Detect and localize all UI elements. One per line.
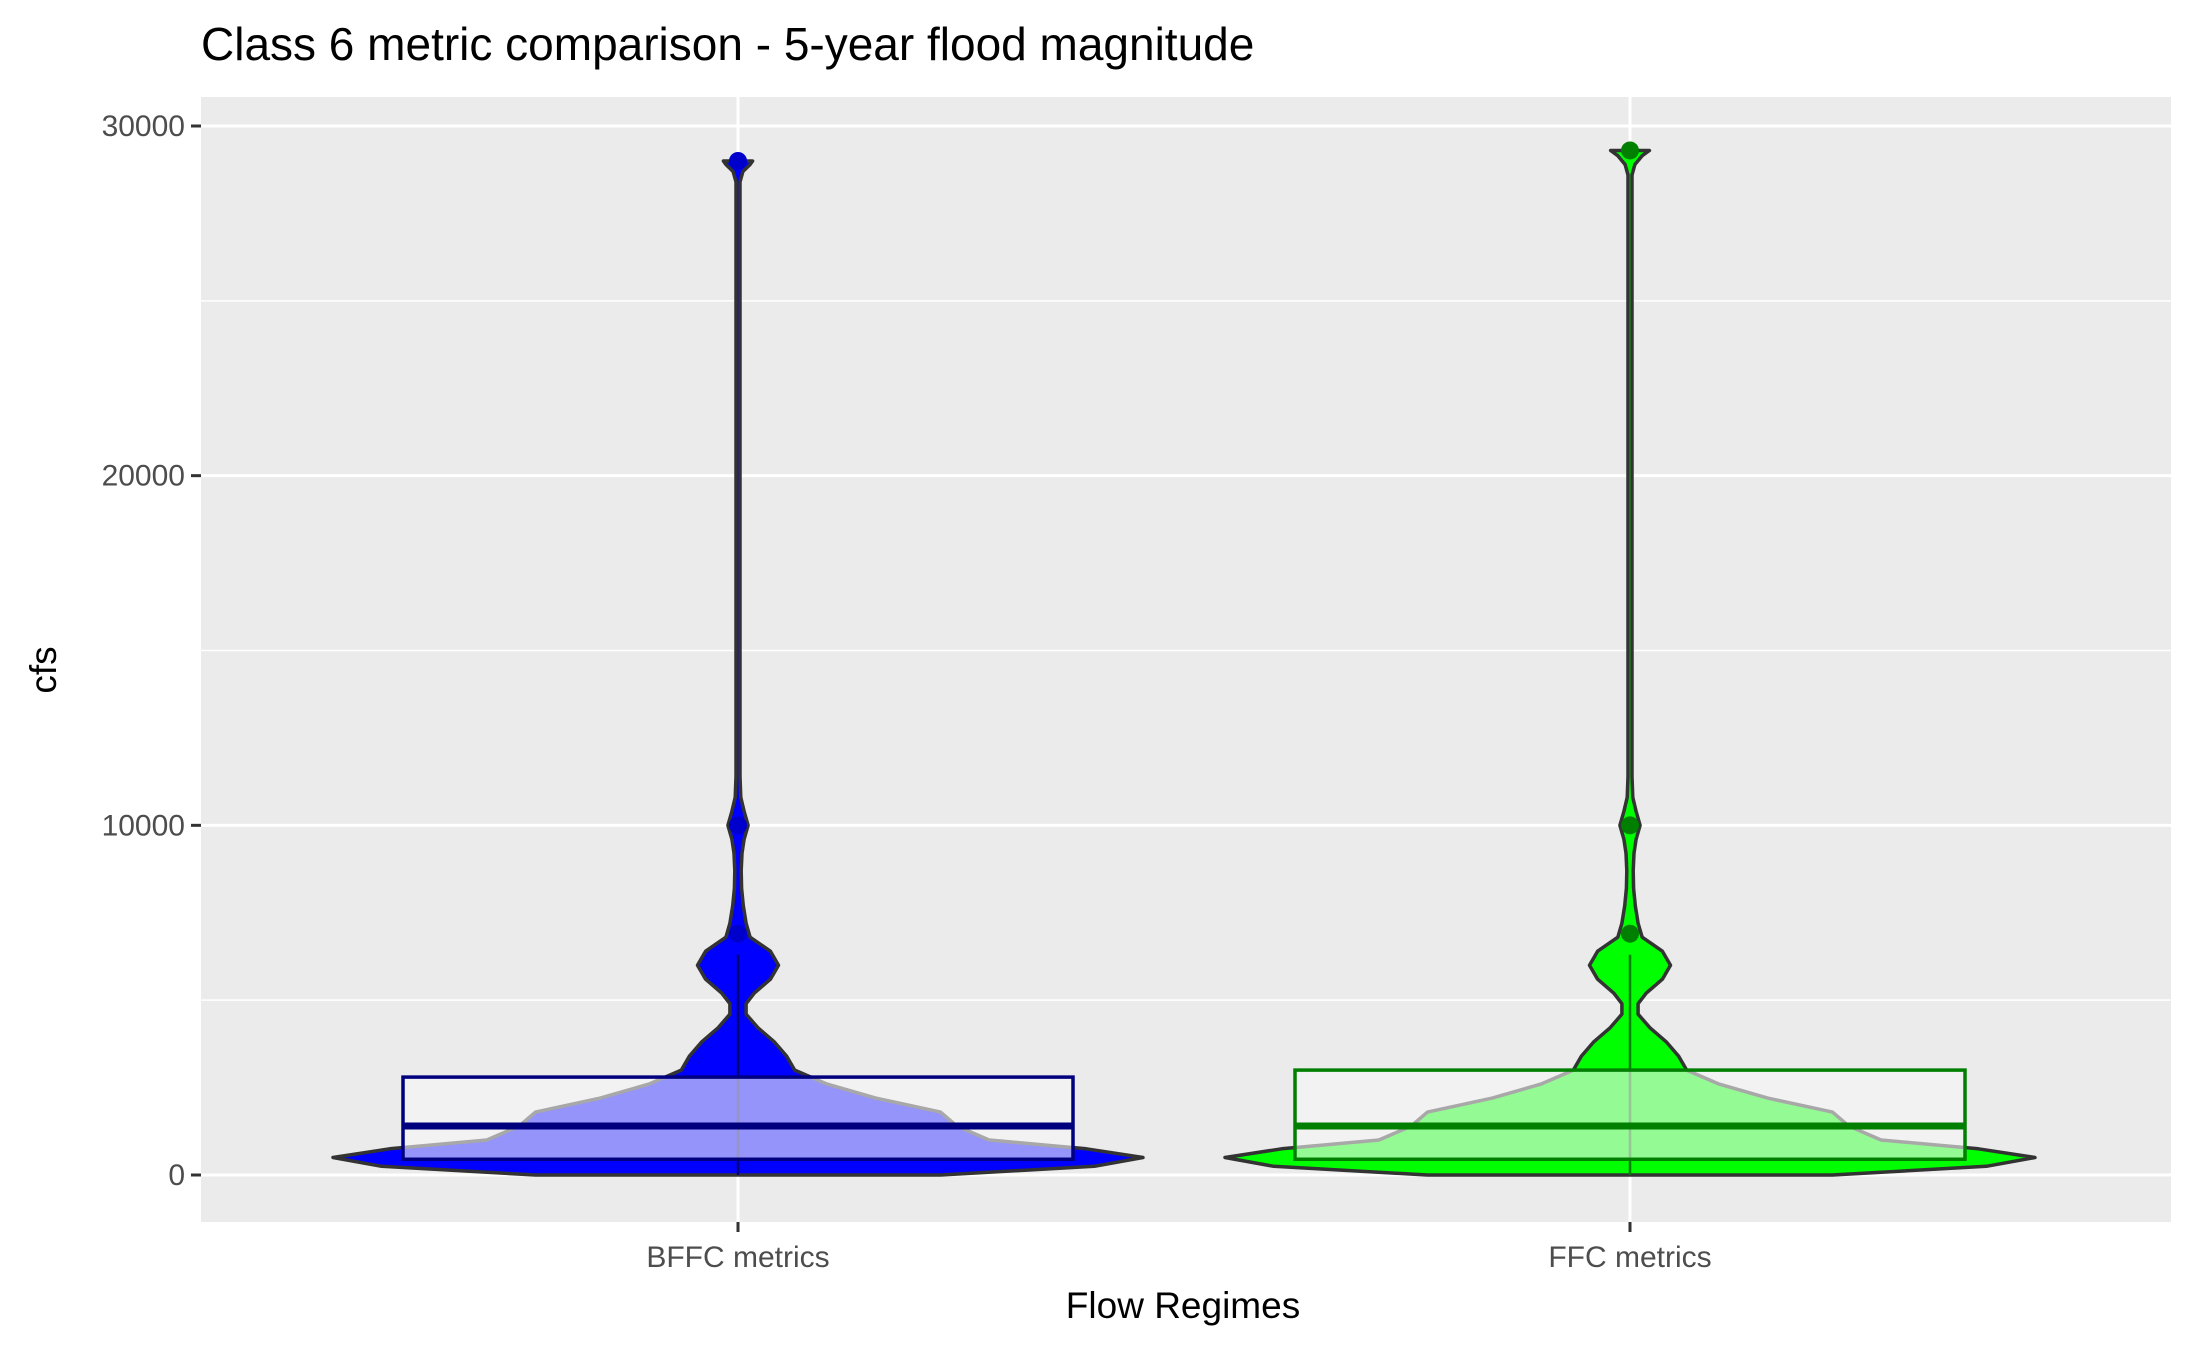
y-tick-label: 10000 bbox=[102, 809, 185, 842]
x-tick-label: BFFC metrics bbox=[646, 1241, 829, 1274]
y-tick-label: 20000 bbox=[102, 460, 185, 493]
x-tick-label: FFC metrics bbox=[1548, 1241, 1711, 1274]
box-2 bbox=[1293, 1068, 1967, 1162]
x-axis: BFFC metrics FFC metrics bbox=[646, 1222, 1712, 1274]
plot-panel bbox=[201, 97, 2171, 1222]
chart-title: Class 6 metric comparison - 5-year flood… bbox=[201, 18, 1254, 70]
violin-layer bbox=[331, 141, 2037, 1177]
box-1 bbox=[401, 1075, 1075, 1162]
y-tick-label: 30000 bbox=[102, 110, 185, 143]
outlier-point bbox=[729, 816, 747, 835]
outlier-point bbox=[1621, 141, 1639, 160]
outlier-point bbox=[1621, 816, 1639, 835]
grid-minor bbox=[201, 300, 2171, 1001]
y-axis: 0 10000 20000 30000 bbox=[102, 110, 201, 1192]
y-tick-label: 0 bbox=[168, 1159, 185, 1192]
outlier-point bbox=[729, 924, 747, 943]
outlier-point bbox=[729, 151, 747, 170]
y-axis-title: cfs bbox=[23, 646, 64, 693]
x-axis-title: Flow Regimes bbox=[1066, 1285, 1300, 1326]
outlier-point bbox=[1621, 924, 1639, 943]
